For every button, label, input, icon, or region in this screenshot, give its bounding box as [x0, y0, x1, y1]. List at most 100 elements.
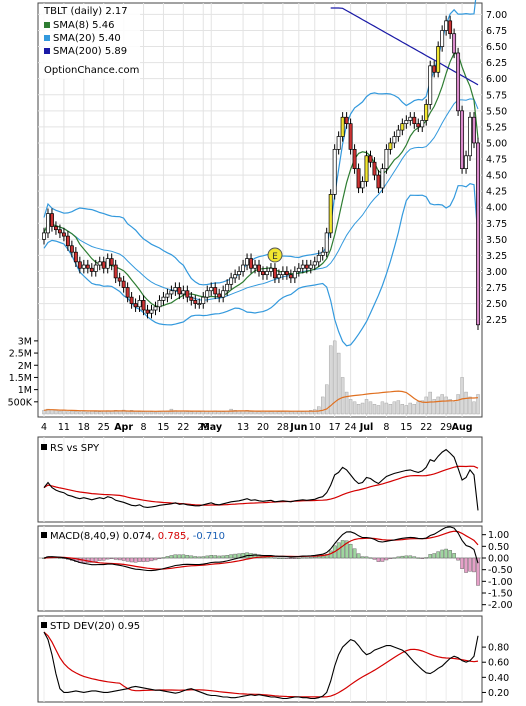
volume-bar [301, 411, 305, 415]
macd-hist-bar [277, 557, 281, 559]
price-y-tick: 5.25 [486, 122, 507, 133]
macd-hist-bar [181, 554, 186, 559]
candle [101, 261, 106, 269]
candle [157, 300, 162, 308]
macd-hist-bar [213, 555, 218, 559]
candle [472, 116, 476, 144]
candle [368, 155, 373, 163]
price-candles [42, 15, 480, 330]
price-x-tick: 11 [58, 422, 70, 433]
macd-lines [43, 526, 479, 572]
candle [109, 258, 114, 266]
candle [360, 181, 365, 189]
volume-bar [58, 410, 62, 415]
candle [332, 149, 337, 195]
macd-y-tick: -1.50 [488, 589, 513, 600]
volume-bar [472, 401, 476, 415]
legend-box [40, 4, 140, 79]
macd-hist-bar [468, 557, 472, 572]
candle [312, 261, 317, 266]
candle [165, 293, 170, 298]
macd-hist-bar [380, 557, 385, 562]
macd-hist-bar [217, 555, 221, 559]
price-y-tick: 6.50 [486, 42, 507, 53]
price-y-tick: 5.50 [486, 106, 507, 117]
candle [284, 271, 289, 276]
macd-hist-bar [297, 557, 301, 559]
candle [189, 296, 194, 301]
volume-bar [468, 396, 472, 415]
std-y-tick: 0.40 [488, 673, 509, 684]
volume-bar [444, 396, 448, 415]
macd-hist-bar [448, 550, 452, 559]
volume-bar [412, 404, 416, 415]
macd-hist-bar [308, 557, 313, 559]
macd-hist-value: -0.710 [193, 531, 225, 542]
upper-band-line [43, 0, 477, 286]
candle [372, 161, 377, 176]
price-x-tick: 17 [329, 422, 341, 433]
candle [217, 293, 222, 298]
volume-bar [388, 404, 393, 415]
macd-hist-bar [344, 540, 349, 559]
price-y-tick: 3.75 [486, 219, 507, 230]
candle [324, 232, 329, 253]
volume-bar [364, 399, 369, 415]
volume-bar [281, 411, 285, 415]
macd-hist-bar [460, 557, 464, 569]
macd-hist-bar [125, 557, 130, 562]
candle [121, 280, 126, 288]
volume-bar [384, 402, 389, 415]
price-y-tick-labels: 7.00 6.75 6.50 6.25 6.00 5.75 5.50 5.25 5.00 4.75… [486, 10, 507, 326]
macd-hist-bar [229, 554, 233, 559]
volume-bar [78, 411, 82, 415]
macd-hist-bar [221, 555, 225, 559]
macd-hist-bar [420, 557, 425, 560]
volume-bar [153, 411, 158, 415]
candle [428, 65, 433, 105]
macd-hist-bar [388, 557, 393, 560]
volume-average-line [43, 390, 479, 412]
volume-bar [54, 410, 58, 415]
macd-hist-bar [436, 551, 440, 559]
macd-hist-bar [396, 556, 401, 559]
candle [125, 287, 130, 298]
candle [384, 149, 389, 169]
macd-hist-bar [133, 557, 138, 563]
macd-hist-bar [149, 557, 154, 562]
macd-hist-bar [117, 557, 122, 561]
candle [340, 116, 345, 137]
legend-swatch-sma20 [44, 35, 50, 41]
volume-bar [456, 394, 460, 415]
volume-bar [436, 396, 440, 415]
candle [245, 258, 250, 266]
volume-bar [70, 410, 74, 415]
std-plot-frame [37, 615, 483, 703]
volume-bar [189, 411, 194, 415]
candle [81, 264, 86, 269]
std-lines [43, 631, 479, 700]
volume-y-tick: 3M [18, 336, 32, 347]
candle [364, 155, 369, 182]
volume-bar [416, 401, 420, 415]
volume-bar [476, 394, 480, 415]
macd-hist-bar [161, 557, 166, 559]
macd-hist-bar [157, 557, 162, 560]
volume-bar [157, 411, 162, 415]
candle [376, 174, 381, 189]
macd-hist-bar [189, 555, 194, 559]
volume-y-tick: 1M [18, 385, 32, 396]
candle [89, 267, 94, 272]
volume-y-tick: 500K [8, 397, 33, 408]
volume-bar [332, 340, 337, 415]
price-x-tick: 18 [78, 422, 90, 433]
candle [468, 116, 472, 157]
volume-bar [129, 410, 134, 415]
candle [448, 20, 453, 35]
price-y-tick: 3.50 [486, 235, 507, 246]
candle [173, 287, 178, 292]
volume-bar [62, 410, 66, 415]
volume-bar [380, 401, 385, 415]
price-x-tick: 15 [400, 422, 412, 433]
candle [53, 226, 58, 231]
